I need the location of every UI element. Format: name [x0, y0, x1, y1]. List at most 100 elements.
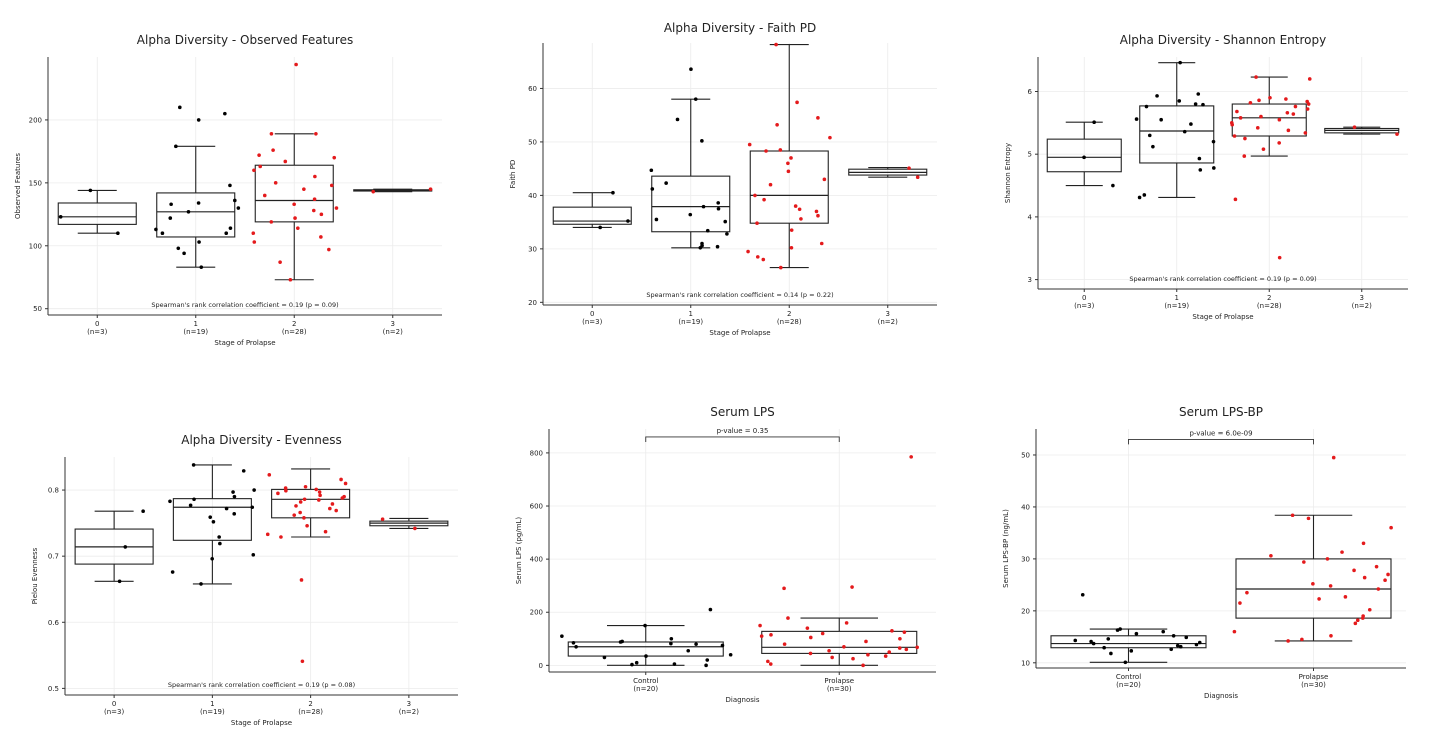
box-group: Control(n=20) — [1050, 592, 1207, 689]
y-tick-label: 0.6 — [48, 619, 60, 627]
data-point — [1355, 618, 1360, 622]
data-point — [329, 183, 334, 188]
data-point — [725, 232, 729, 236]
data-point — [768, 662, 773, 666]
data-point — [1129, 649, 1134, 653]
data-point — [294, 62, 298, 67]
data-point — [1232, 629, 1237, 634]
box-group: Prolapse(n=30) — [758, 455, 919, 693]
data-point — [1242, 154, 1247, 158]
box-group: 1(n=19) — [649, 67, 731, 326]
box-iqr — [1046, 138, 1122, 173]
data-point — [694, 642, 698, 646]
data-point — [1232, 134, 1237, 138]
data-point — [688, 212, 693, 217]
data-point — [210, 557, 214, 561]
data-point — [182, 251, 186, 256]
y-axis-label: Pielou Evenness — [31, 547, 39, 604]
box-group: 2(n=28) — [746, 42, 832, 326]
data-point — [620, 639, 624, 644]
y-axis-label: Faith PD — [509, 160, 517, 189]
y-tick-label: 60 — [528, 85, 537, 93]
box-group: 0(n=3) — [552, 190, 632, 326]
box-iqr — [57, 202, 137, 225]
data-point — [278, 260, 282, 264]
data-point — [1245, 590, 1249, 595]
data-point — [1073, 638, 1078, 643]
box-iqr — [271, 488, 351, 519]
data-point — [758, 623, 762, 628]
x-axis-label: Stage of Prolapse — [214, 339, 275, 347]
chart-panel-4: Alpha Diversity - Evenness 0.5 0.6 0.7 0.8 Pi… — [31, 433, 458, 727]
box-iqr — [172, 498, 252, 541]
data-point — [1277, 255, 1282, 260]
box-iqr — [552, 206, 632, 225]
x-tick-count-label: (n=2) — [1352, 302, 1372, 310]
data-point — [1331, 455, 1336, 460]
data-point — [269, 131, 274, 136]
data-point — [192, 497, 196, 502]
x-axis-label: Diagnosis — [725, 696, 759, 704]
data-point — [302, 516, 306, 520]
data-point — [708, 607, 713, 612]
data-point — [1238, 601, 1242, 605]
data-point — [1182, 129, 1187, 134]
data-point — [753, 193, 757, 198]
data-point — [252, 488, 256, 492]
box-iqr — [156, 192, 236, 238]
data-point — [231, 490, 235, 494]
data-point — [1261, 147, 1266, 151]
data-point — [786, 616, 790, 620]
data-point — [196, 201, 201, 205]
data-point — [723, 219, 728, 224]
correlation-annotation: Spearman's rank correlation coefficient … — [1129, 275, 1316, 283]
data-point — [1189, 122, 1193, 126]
data-point — [1106, 637, 1111, 641]
data-point — [1325, 557, 1330, 561]
data-point — [851, 656, 855, 661]
data-point — [319, 212, 324, 217]
data-point — [1361, 614, 1365, 618]
y-tick-label: 800 — [530, 449, 543, 457]
x-tick-count-label: (n=3) — [104, 708, 124, 716]
data-point — [560, 634, 564, 638]
data-point — [759, 634, 764, 638]
data-point — [232, 494, 237, 499]
y-tick-label: 200 — [29, 116, 42, 124]
data-point — [611, 190, 615, 195]
data-point — [782, 642, 787, 646]
data-point — [1269, 553, 1273, 558]
x-tick-label: 3 — [1360, 294, 1364, 302]
data-point — [669, 637, 674, 641]
data-point — [117, 579, 122, 584]
chart-panel-3: Alpha Diversity - Shannon Entropy 3 4 5 6 Sha… — [1004, 33, 1408, 321]
data-point — [693, 97, 698, 101]
x-tick-label: 0 — [95, 320, 99, 328]
data-point — [1111, 183, 1115, 188]
data-point — [319, 235, 323, 239]
box-group: Control(n=20) — [560, 607, 733, 693]
data-point — [842, 644, 846, 649]
y-tick-label: 10 — [1021, 659, 1030, 667]
data-point — [1089, 639, 1093, 644]
data-point — [1361, 541, 1366, 546]
data-point — [822, 177, 827, 182]
y-axis-label: Serum LPS (pg/mL) — [515, 517, 523, 585]
data-point — [630, 662, 634, 667]
data-point — [123, 545, 128, 549]
data-point — [700, 241, 704, 246]
y-tick-label: 0.5 — [48, 685, 59, 693]
data-point — [820, 631, 825, 636]
data-point — [1389, 525, 1393, 530]
data-point — [342, 494, 346, 499]
data-point — [1383, 578, 1387, 582]
x-tick-count-label: (n=28) — [1257, 302, 1282, 310]
data-point — [1212, 166, 1216, 170]
data-point — [141, 509, 145, 514]
data-point — [1201, 102, 1205, 107]
data-point — [1286, 639, 1290, 643]
data-point — [1362, 575, 1367, 580]
data-point — [279, 535, 283, 539]
x-tick-count-label: (n=28) — [777, 318, 802, 326]
x-axis-label: Stage of Prolapse — [231, 719, 292, 727]
